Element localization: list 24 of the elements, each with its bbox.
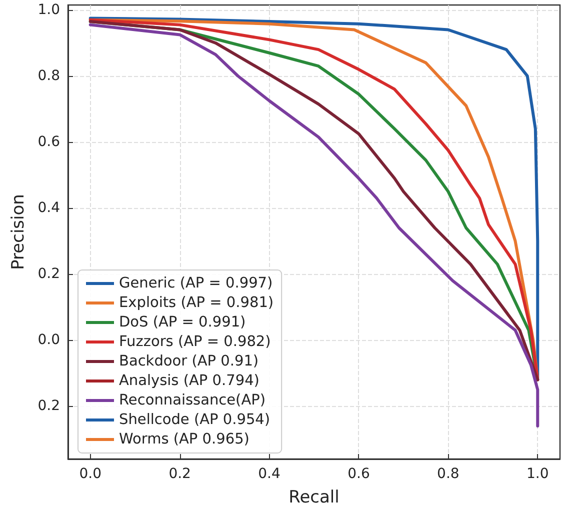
x-axis-title: Recall <box>288 488 340 508</box>
x-tick-label: 0.8 <box>437 466 460 482</box>
legend-label: Generic (AP = 0.997) <box>119 276 273 292</box>
legend-label: Reconnaissance(AP) <box>119 392 266 408</box>
legend-label: Fuzzors (AP = 0.982) <box>119 334 271 350</box>
x-tick-label: 1.0 <box>526 466 549 482</box>
legend-label: Backdoor (AP 0.91) <box>119 354 259 370</box>
y-tick-label: 0.4 <box>38 200 60 216</box>
y-tick-label: 0.0 <box>38 332 60 348</box>
legend-label: DoS (AP = 0.991) <box>119 314 246 330</box>
y-tick-label: 0.6 <box>38 134 60 150</box>
y-tick-label: 0.2 <box>38 398 60 414</box>
legend-label: Analysis (AP 0.794) <box>119 373 260 389</box>
legend-label: Worms (AP 0.965) <box>119 432 250 448</box>
legend-label: Shellcode (AP 0.954) <box>119 412 270 428</box>
x-tick-label: 0.6 <box>348 466 370 482</box>
y-tick-label: 0.8 <box>38 68 60 84</box>
legend-label: Exploits (AP = 0.981) <box>119 295 274 311</box>
x-tick-label: 0.2 <box>168 466 191 482</box>
y-axis-title: Precision <box>8 194 28 270</box>
x-tick-label: 0.0 <box>79 466 102 482</box>
y-tick-label: 1.0 <box>38 2 60 18</box>
y-tick-label: 0.2 <box>38 266 60 282</box>
x-tick-label: 0.4 <box>258 466 280 482</box>
